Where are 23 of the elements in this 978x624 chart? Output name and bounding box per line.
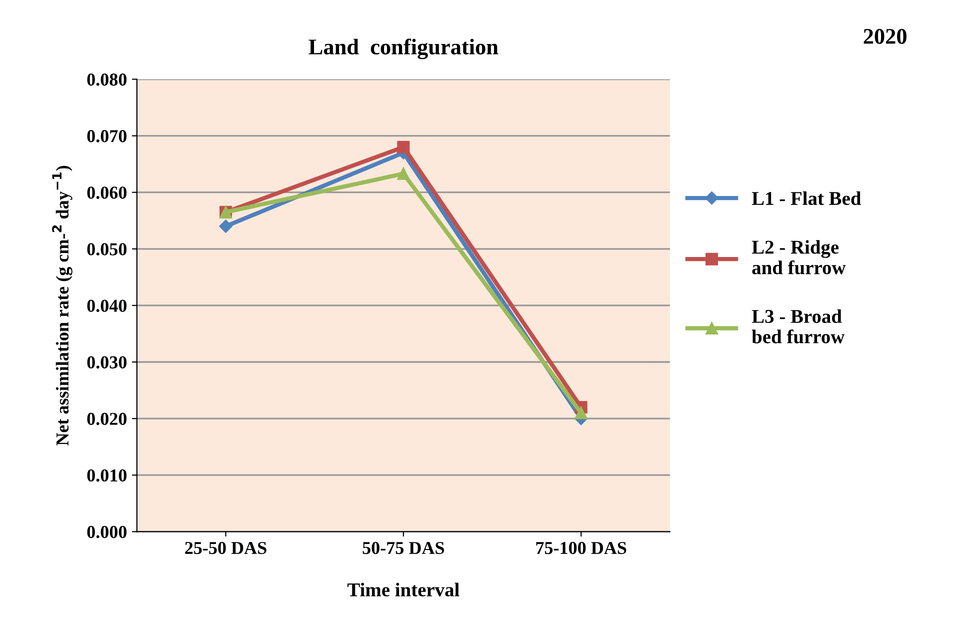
y-tick-label: 0.070: [87, 130, 127, 142]
point: [219, 220, 232, 233]
y-tick-label: 0.020: [87, 412, 127, 426]
y-tick-label: 0.050: [87, 243, 127, 256]
x-tick-label: 50-75 DAS: [362, 542, 444, 554]
point: [397, 140, 410, 154]
chart-title: Land configuration: [308, 38, 498, 60]
y-axis-title: Net assimilation rate (g cm-$^{2}$ day$^{−1}$): [52, 166, 72, 446]
legend-label: L2 - Ridge and furrow: [752, 240, 846, 274]
legend-label: L3 - Broad bed furrow: [752, 309, 845, 344]
x-axis-title: Time interval: [347, 582, 460, 596]
point: [574, 406, 588, 420]
point: [397, 167, 410, 180]
y-tick-label: 0.010: [87, 469, 127, 482]
y-tick-label: 0.080: [87, 74, 127, 86]
text: 2020: [864, 28, 906, 44]
y-tick-label: 0.060: [87, 186, 127, 199]
y-tick-label: 0.000: [87, 526, 127, 538]
x-tick-label: 25-50 DAS: [185, 542, 266, 554]
y-tick-label: 0.040: [87, 300, 127, 312]
y-tick-label: 0.030: [87, 356, 127, 369]
x-tick-label: 75-100 DAS: [536, 542, 626, 554]
legend-label: L1 - Flat Bed: [752, 191, 862, 206]
